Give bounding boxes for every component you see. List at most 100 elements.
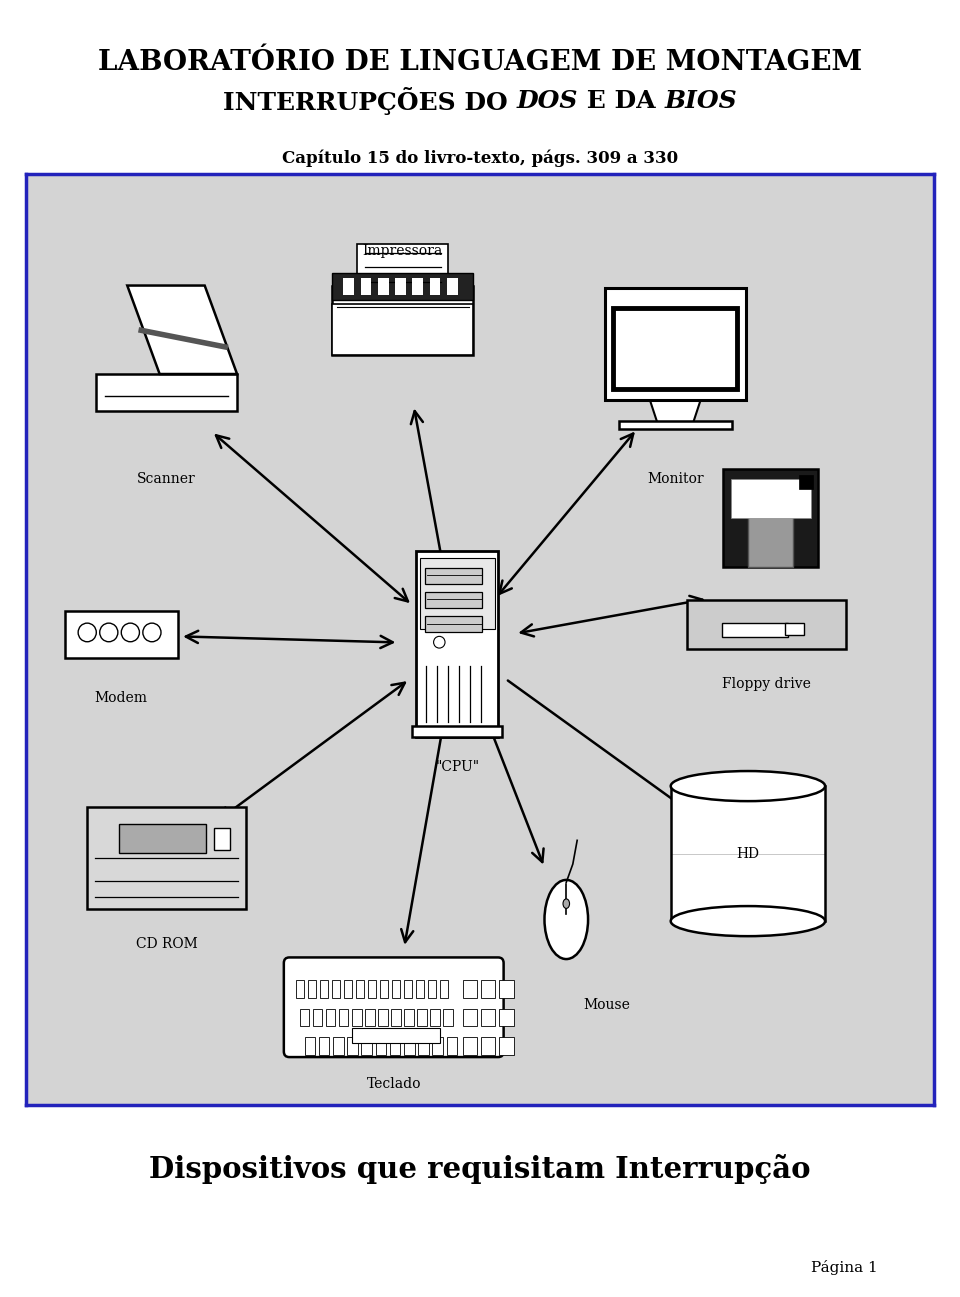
Bar [432, 1036, 443, 1054]
Bar [424, 568, 482, 584]
Bar [320, 981, 328, 997]
Bar [424, 616, 482, 632]
Text: HD: HD [736, 847, 759, 861]
Bar [446, 1036, 457, 1054]
Bar [361, 1036, 372, 1054]
Bar [446, 278, 458, 294]
Bar [481, 1009, 495, 1026]
Ellipse shape [671, 770, 825, 802]
Bar [671, 786, 825, 921]
Bar [348, 1036, 358, 1054]
Bar [344, 981, 352, 997]
Bar [404, 1009, 414, 1026]
Bar [413, 726, 502, 737]
Text: Floppy drive: Floppy drive [722, 677, 810, 691]
Bar [378, 1009, 388, 1026]
Bar [368, 981, 376, 997]
Text: "CPU": "CPU" [435, 760, 479, 774]
Bar [379, 981, 388, 997]
Bar [403, 981, 412, 997]
Bar [424, 591, 482, 608]
Bar [429, 278, 441, 294]
Bar [357, 244, 448, 294]
Bar [339, 1009, 348, 1026]
Bar [365, 1009, 374, 1026]
Bar [307, 981, 316, 997]
Bar [119, 825, 206, 853]
Text: Dispositivos que requisitam Interrupção: Dispositivos que requisitam Interrupção [149, 1154, 811, 1184]
Text: Teclado: Teclado [367, 1077, 421, 1091]
Circle shape [434, 637, 445, 648]
Bar [96, 374, 237, 411]
Bar [419, 1036, 429, 1054]
Bar [499, 1009, 514, 1026]
Bar [391, 1009, 400, 1026]
Text: E DA: E DA [578, 88, 664, 113]
Bar [331, 981, 340, 997]
Bar [413, 278, 423, 294]
Bar [427, 981, 436, 997]
Circle shape [143, 623, 161, 642]
Bar [686, 601, 846, 648]
Text: Capítulo 15 do livro-texto, págs. 309 a 330: Capítulo 15 do livro-texto, págs. 309 a … [282, 149, 678, 166]
Bar [416, 981, 424, 997]
Circle shape [78, 623, 96, 642]
Bar [355, 981, 364, 997]
Bar [64, 611, 178, 658]
Text: Monitor: Monitor [647, 472, 704, 486]
Text: Scanner: Scanner [137, 472, 196, 486]
Bar [87, 807, 246, 909]
Text: Mouse: Mouse [584, 997, 631, 1012]
Bar [392, 981, 400, 997]
Bar [420, 559, 494, 629]
Bar [418, 1009, 426, 1026]
Bar [463, 1036, 477, 1054]
Text: BIOS: BIOS [664, 88, 737, 113]
Bar [481, 1036, 495, 1054]
Polygon shape [650, 399, 701, 425]
Bar [396, 278, 406, 294]
Bar [332, 274, 473, 300]
Bar [723, 470, 818, 567]
Bar [375, 1036, 386, 1054]
Circle shape [100, 623, 118, 642]
Text: CD ROM: CD ROM [135, 938, 198, 952]
Bar [352, 1009, 362, 1026]
Bar [731, 480, 810, 519]
Bar [800, 475, 812, 489]
Bar [296, 981, 304, 997]
Bar [378, 278, 389, 294]
Bar [332, 285, 473, 355]
FancyBboxPatch shape [284, 957, 504, 1057]
Bar [605, 288, 746, 399]
Bar [332, 305, 473, 355]
Bar [440, 981, 448, 997]
Bar [613, 309, 737, 389]
Bar [619, 422, 732, 429]
Bar [444, 1009, 452, 1026]
Bar [722, 623, 788, 637]
Bar [300, 1009, 309, 1026]
Bar [313, 1009, 323, 1026]
Text: LABORATÓRIO DE LINGUAGEM DE MONTAGEM: LABORATÓRIO DE LINGUAGEM DE MONTAGEM [98, 49, 862, 77]
Bar [390, 1036, 400, 1054]
Text: Modem: Modem [95, 690, 148, 704]
Ellipse shape [544, 879, 588, 958]
Bar [361, 278, 372, 294]
Bar [326, 1009, 335, 1026]
Bar [481, 981, 495, 997]
Bar [344, 278, 354, 294]
Bar [499, 1036, 514, 1054]
Bar [214, 827, 230, 850]
Bar [463, 1009, 477, 1026]
Text: INTERRUPÇÕES DO: INTERRUPÇÕES DO [223, 87, 516, 114]
Bar [417, 551, 498, 737]
Bar [404, 1036, 415, 1054]
Bar [304, 1036, 315, 1054]
Circle shape [121, 623, 139, 642]
Ellipse shape [563, 899, 569, 908]
Ellipse shape [671, 907, 825, 936]
Bar [748, 514, 794, 567]
Text: Página 1: Página 1 [811, 1259, 878, 1275]
Bar [499, 981, 514, 997]
